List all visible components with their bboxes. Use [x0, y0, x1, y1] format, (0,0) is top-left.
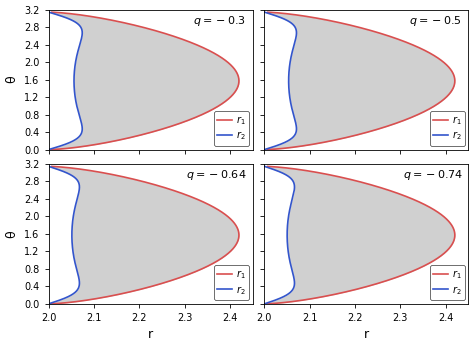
$r_1$: [386, 124, 392, 128]
$r_2$: [292, 182, 297, 186]
$r_1$: [228, 249, 234, 253]
X-axis label: r: r: [148, 329, 153, 341]
$r_2$: [46, 302, 52, 306]
$r_2$: [262, 147, 267, 152]
$r_1$: [170, 124, 176, 128]
$r_1$: [77, 167, 83, 171]
$r_2$: [46, 10, 52, 14]
Line: $r_1$: $r_1$: [268, 12, 455, 150]
$r_2$: [46, 164, 52, 169]
$r_2$: [292, 132, 298, 136]
$r_2$: [262, 10, 267, 14]
$r_2$: [270, 13, 276, 17]
$r_1$: [49, 164, 55, 169]
Legend: $r_1$, $r_2$: $r_1$, $r_2$: [214, 265, 249, 300]
$r_2$: [54, 167, 60, 171]
$r_1$: [365, 182, 371, 186]
Line: $r_2$: $r_2$: [264, 167, 294, 304]
Line: $r_1$: $r_1$: [52, 167, 239, 304]
Text: $q = -0.74$: $q = -0.74$: [402, 168, 462, 182]
$r_1$: [365, 28, 371, 32]
$r_1$: [386, 278, 392, 282]
$r_1$: [293, 167, 299, 171]
$r_2$: [76, 182, 82, 186]
$r_2$: [286, 89, 292, 93]
$r_1$: [265, 147, 271, 152]
$r_2$: [79, 124, 85, 128]
Line: $r_1$: $r_1$: [52, 12, 239, 150]
$r_2$: [46, 147, 52, 152]
$r_2$: [291, 286, 296, 290]
$r_1$: [142, 286, 148, 290]
$r_1$: [149, 182, 155, 186]
$r_2$: [285, 249, 291, 253]
Y-axis label: θ: θ: [6, 230, 18, 238]
$r_1$: [142, 132, 148, 136]
$r_2$: [69, 243, 75, 247]
Legend: $r_1$, $r_2$: $r_1$, $r_2$: [214, 111, 249, 146]
$r_1$: [265, 302, 271, 306]
Text: $q = -0.3$: $q = -0.3$: [193, 14, 246, 28]
Text: $q = -0.5$: $q = -0.5$: [410, 14, 462, 28]
$r_1$: [449, 243, 455, 247]
$r_1$: [228, 95, 234, 99]
Line: $r_1$: $r_1$: [268, 167, 455, 304]
$r_1$: [149, 28, 155, 32]
X-axis label: r: r: [364, 329, 369, 341]
$r_2$: [79, 28, 85, 32]
$r_2$: [293, 28, 299, 32]
$r_1$: [265, 10, 271, 14]
$r_2$: [270, 167, 275, 171]
Legend: $r_1$, $r_2$: $r_1$, $r_2$: [429, 111, 465, 146]
$r_2$: [292, 278, 297, 282]
$r_2$: [72, 89, 77, 93]
$r_2$: [293, 124, 299, 128]
$r_2$: [78, 132, 84, 136]
$r_1$: [449, 89, 455, 93]
Legend: $r_1$, $r_2$: $r_1$, $r_2$: [429, 265, 465, 300]
Text: $q = -0.64$: $q = -0.64$: [186, 168, 246, 182]
$r_1$: [444, 249, 449, 253]
$r_1$: [170, 278, 176, 282]
$r_1$: [233, 89, 238, 93]
$r_1$: [49, 302, 55, 306]
Line: $r_2$: $r_2$: [49, 12, 82, 150]
$r_2$: [75, 286, 81, 290]
Y-axis label: θ: θ: [6, 76, 18, 83]
$r_2$: [262, 302, 267, 306]
$r_2$: [262, 164, 267, 169]
$r_1$: [358, 286, 364, 290]
$r_1$: [358, 132, 364, 136]
$r_2$: [285, 243, 291, 247]
$r_2$: [55, 13, 61, 17]
$r_1$: [265, 164, 271, 169]
$r_2$: [70, 249, 76, 253]
$r_1$: [49, 147, 55, 152]
$r_2$: [76, 278, 82, 282]
$r_1$: [233, 243, 238, 247]
$r_2$: [73, 95, 78, 99]
$r_1$: [77, 13, 83, 17]
$r_2$: [287, 95, 292, 99]
Line: $r_2$: $r_2$: [49, 167, 80, 304]
Line: $r_2$: $r_2$: [264, 12, 296, 150]
$r_1$: [293, 13, 299, 17]
$r_1$: [444, 95, 449, 99]
$r_1$: [49, 10, 55, 14]
